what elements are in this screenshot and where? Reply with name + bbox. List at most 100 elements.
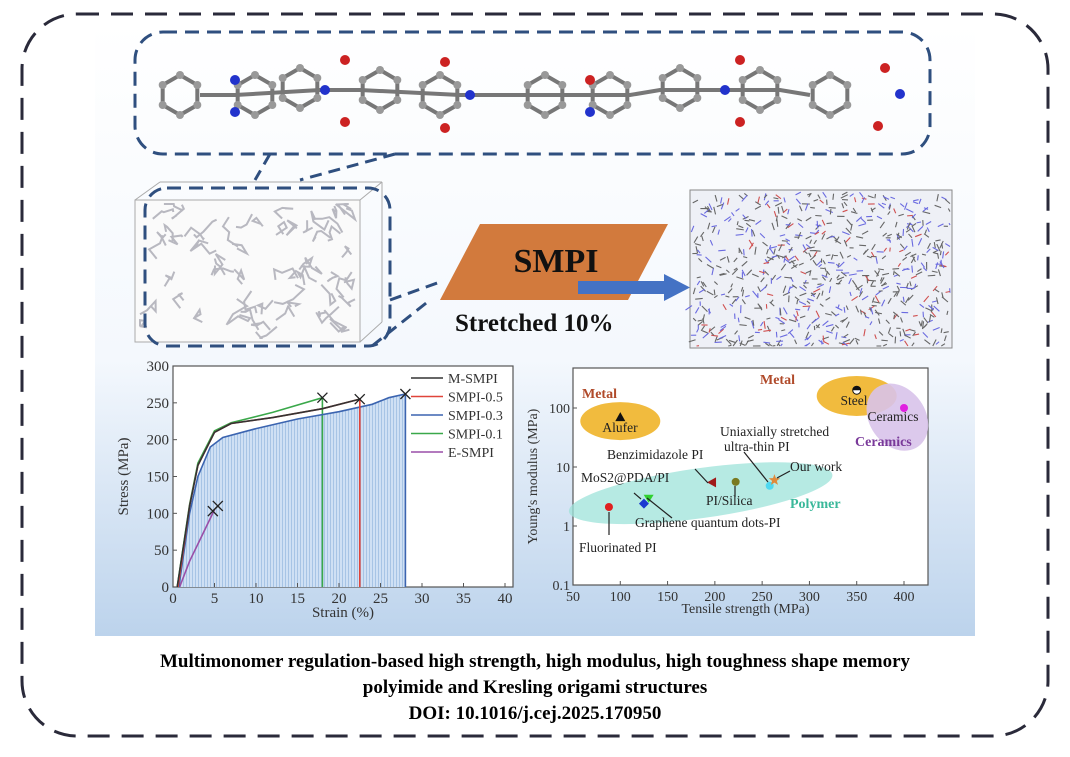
point-label: MoS2@PDA/PI (581, 470, 670, 485)
atom (880, 63, 890, 73)
atom (659, 74, 667, 82)
atom (756, 66, 764, 74)
x-tick-label: 15 (290, 591, 305, 607)
atom (268, 81, 276, 89)
atom (376, 106, 384, 114)
atom (735, 55, 745, 65)
x-axis-label: Tensile strength (MPa) (681, 602, 809, 617)
atom (676, 64, 684, 72)
y-axis-label: Young's modulus (MPa) (526, 408, 541, 544)
atom (843, 101, 851, 109)
atom (739, 76, 747, 84)
simulation-cube-image (135, 182, 382, 342)
atom (176, 71, 184, 79)
mesh-bond (758, 329, 762, 330)
mesh-bond (881, 340, 887, 341)
mesh-bond (828, 262, 835, 263)
atom (585, 75, 595, 85)
label-line: Uniaxially stretched (720, 424, 829, 439)
atom (313, 94, 321, 102)
atom (809, 81, 817, 89)
atom (176, 111, 184, 119)
atom (809, 101, 817, 109)
mesh-bond (810, 207, 815, 208)
atom (585, 107, 595, 117)
atom (193, 101, 201, 109)
atom (296, 64, 304, 72)
x-axis-label: Strain (%) (312, 605, 374, 621)
y-tick-label: 100 (549, 402, 570, 417)
atom (340, 117, 350, 127)
legend-label: E-SMPI (448, 446, 494, 461)
atom (606, 71, 614, 79)
caption-line-1: Multimonomer regulation-based high stren… (160, 651, 911, 672)
atom (419, 101, 427, 109)
atom (773, 96, 781, 104)
atom (320, 85, 330, 95)
atom (873, 121, 883, 131)
atom (268, 101, 276, 109)
x-tick-label: 25 (373, 591, 388, 607)
atom (693, 74, 701, 82)
mesh-bond (744, 220, 749, 221)
atom (251, 71, 259, 79)
atom (279, 94, 287, 102)
atom (524, 101, 532, 109)
atom (606, 111, 614, 119)
mesh-bond (872, 305, 877, 306)
atom (393, 96, 401, 104)
atom (720, 85, 730, 95)
y-tick-label: 50 (154, 543, 169, 559)
atom (453, 81, 461, 89)
atom (541, 71, 549, 79)
atom (393, 76, 401, 84)
atom (756, 106, 764, 114)
x-tick-label: 100 (610, 590, 631, 605)
point-label: Ceramics (868, 409, 919, 424)
atom (623, 81, 631, 89)
atom (436, 71, 444, 79)
legend-label: SMPI-0.1 (448, 428, 503, 443)
atom (159, 101, 167, 109)
atom (359, 76, 367, 84)
atom (659, 94, 667, 102)
atom (773, 76, 781, 84)
atom (340, 55, 350, 65)
atom (676, 104, 684, 112)
x-tick-label: 150 (657, 590, 678, 605)
mesh-bond (797, 300, 798, 304)
atom (313, 74, 321, 82)
smpi-label: SMPI (514, 243, 599, 280)
atom (735, 117, 745, 127)
y-tick-label: 200 (147, 433, 170, 449)
caption-line-2: polyimide and Kresling origami structure… (363, 677, 707, 698)
mesh-bond (784, 277, 792, 278)
mesh-bond (795, 309, 800, 310)
y-tick-label: 1 (563, 520, 570, 535)
atom (419, 81, 427, 89)
mesh-bond (829, 208, 836, 209)
atom (440, 57, 450, 67)
mesh-bond (728, 345, 731, 346)
region-label: Polymer (790, 497, 841, 512)
label-line: ultra-thin PI (724, 439, 790, 454)
atom (693, 94, 701, 102)
atom (376, 66, 384, 74)
point-label: PI/Silica (706, 493, 753, 508)
x-tick-label: 40 (498, 591, 513, 607)
atom (453, 101, 461, 109)
mesh-bond (738, 318, 739, 323)
atom (895, 89, 905, 99)
atom (193, 81, 201, 89)
atom (843, 81, 851, 89)
stretched-mesh-image (686, 190, 952, 348)
mesh-bond (714, 290, 715, 296)
x-tick-label: 30 (415, 591, 430, 607)
mesh-bond (827, 223, 832, 224)
mesh-bond (833, 194, 834, 200)
x-tick-label: 10 (249, 591, 264, 607)
mesh-bond (782, 241, 788, 242)
atom (159, 81, 167, 89)
mesh-bond (695, 298, 703, 299)
